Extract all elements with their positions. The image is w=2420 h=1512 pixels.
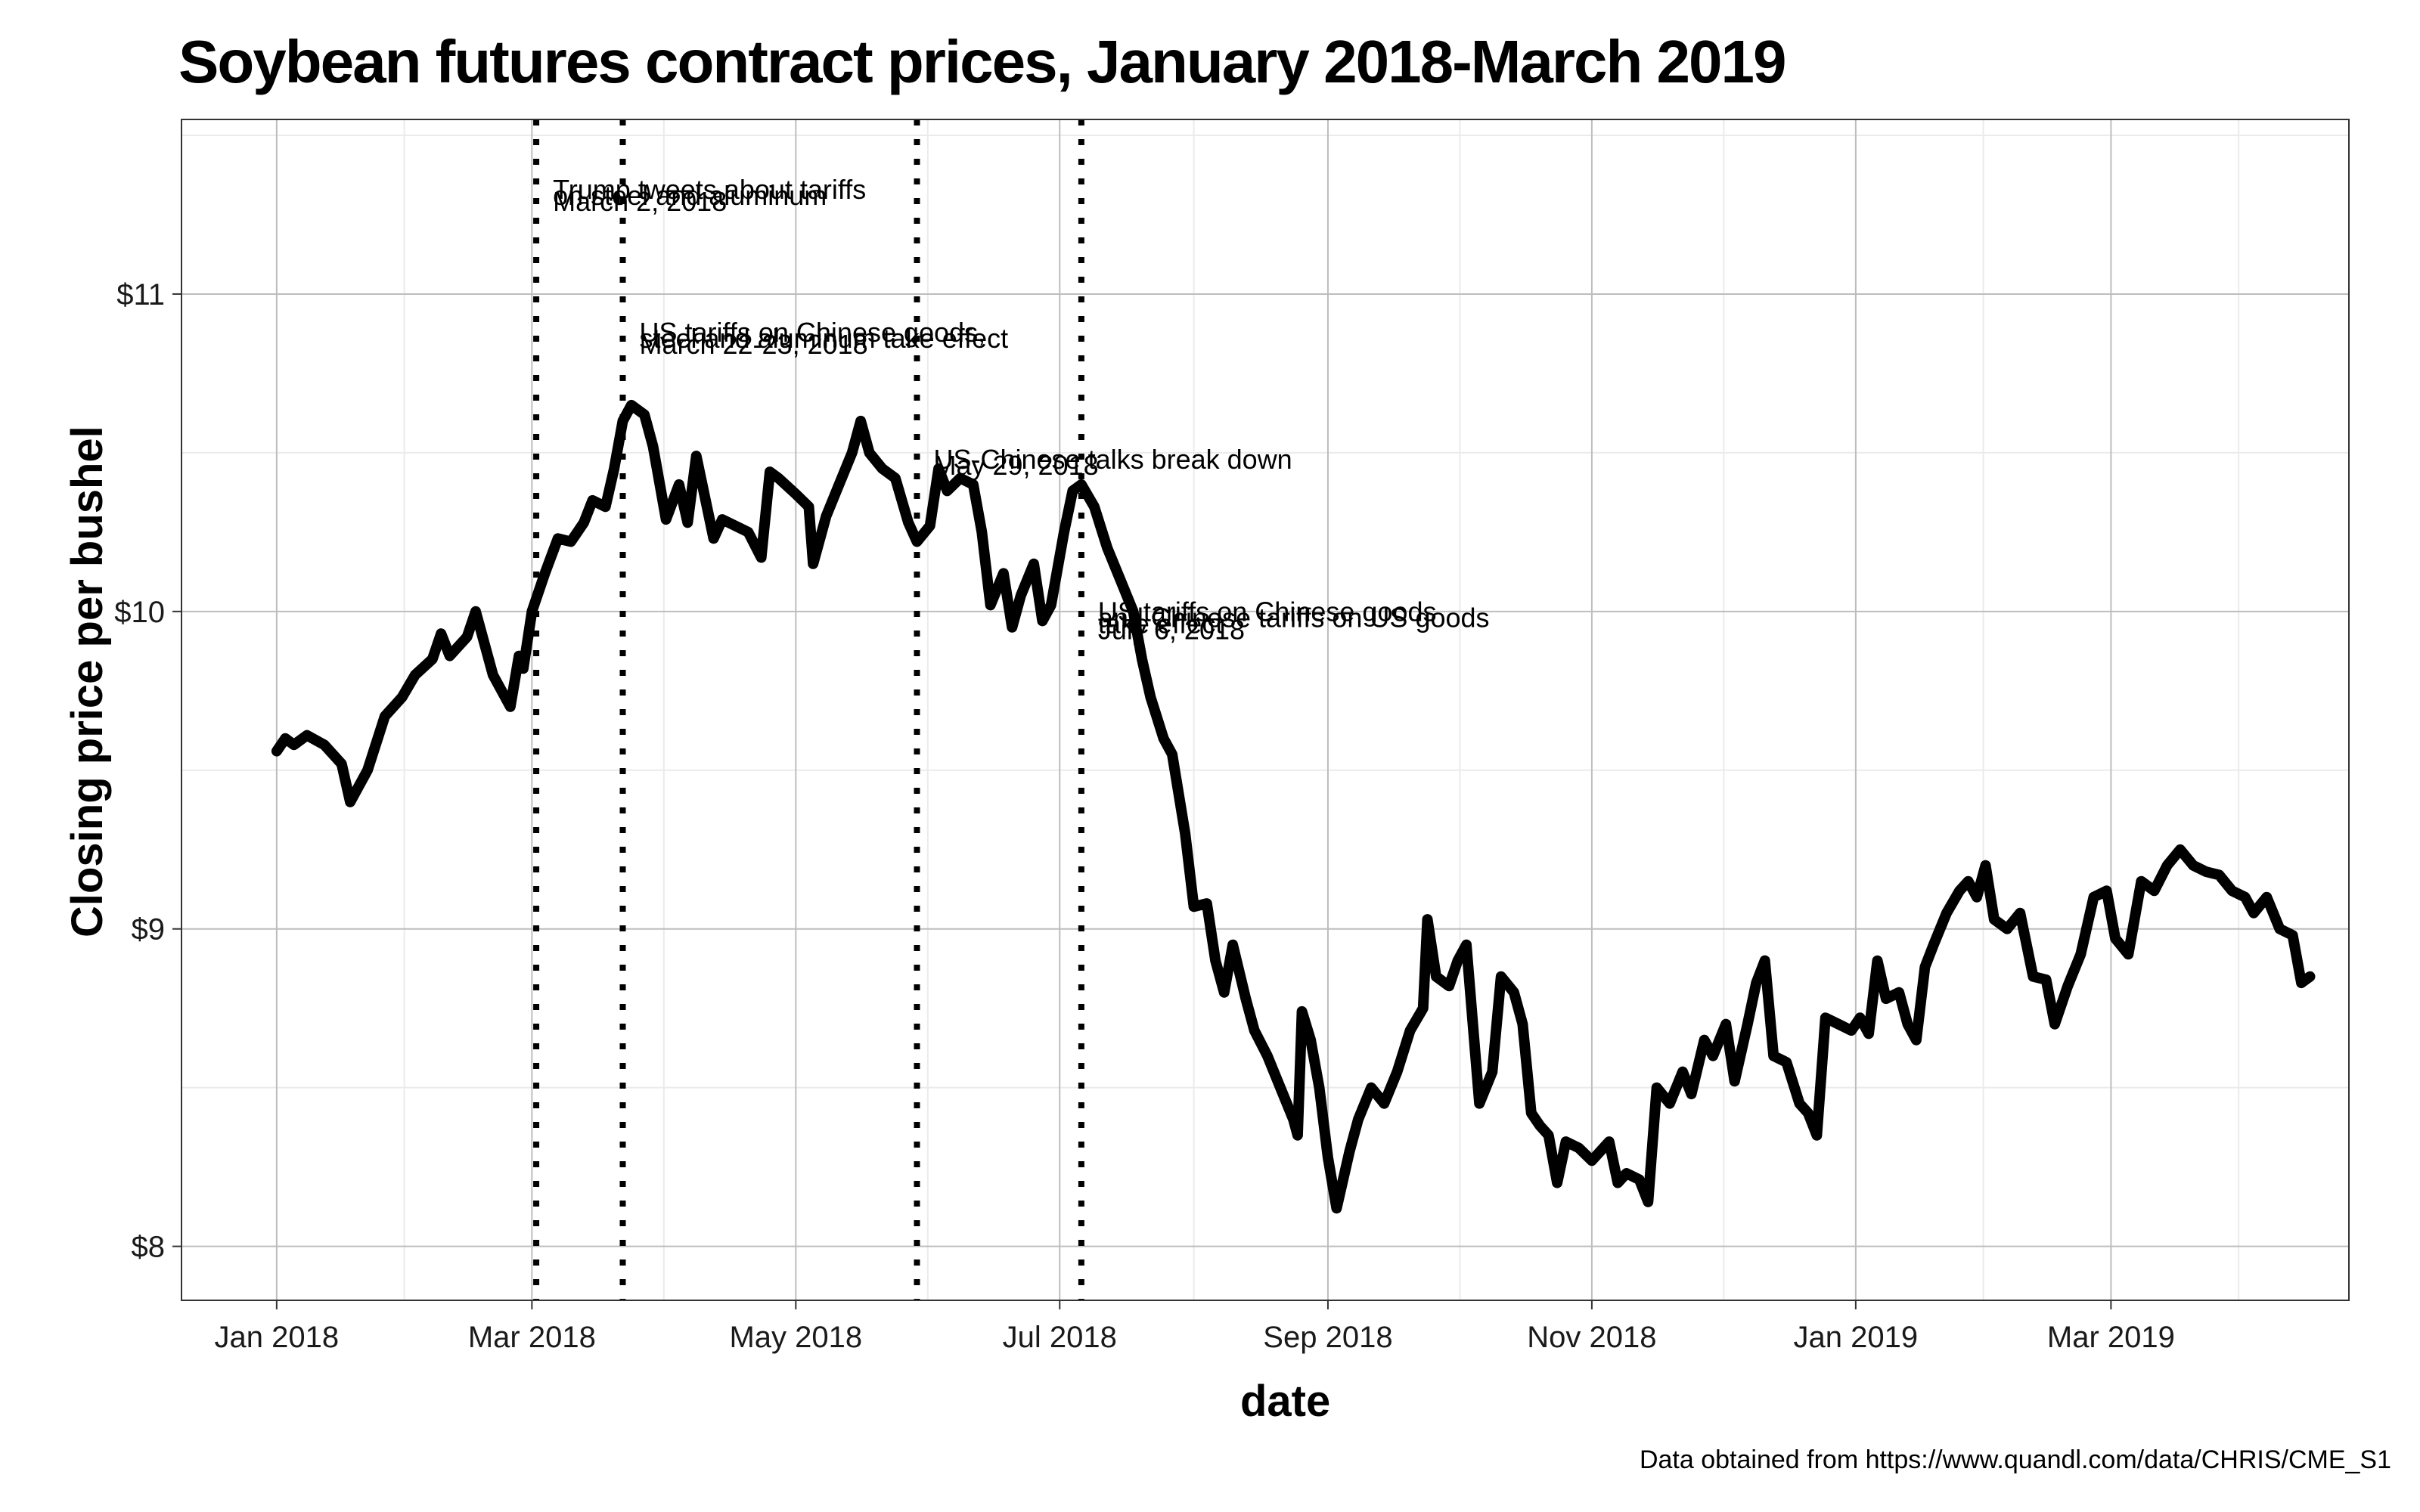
x-tick-label: Jul 2018 xyxy=(1003,1321,1117,1354)
y-tick-label: $11 xyxy=(116,278,165,311)
event-label: on steel and aluminum xyxy=(553,180,827,211)
event-label: March 22-23, 2018 xyxy=(639,329,867,360)
event-lines xyxy=(533,119,1084,1300)
y-axis: $8 $9 $10 $11 xyxy=(114,278,182,1264)
event-label: and Chinese tariffs on US goods xyxy=(1098,602,1490,633)
plot-background xyxy=(182,119,2349,1300)
x-tick-label: Nov 2018 xyxy=(1527,1321,1656,1354)
y-tick-label: $9 xyxy=(132,913,166,947)
event-label: July 6, 2018 xyxy=(1098,614,1245,645)
price-series-line xyxy=(271,399,2316,1214)
x-tick-label: Mar 2019 xyxy=(2047,1321,2175,1354)
y-axis-label: Closing price per bushel xyxy=(63,426,112,937)
event-label: March 2, 2018 xyxy=(553,186,727,217)
x-axis-label: date xyxy=(1240,1377,1331,1426)
minor-gridlines xyxy=(182,119,2349,1300)
major-gridlines xyxy=(182,119,2349,1300)
source-caption: Data obtained from https://www.quandl.co… xyxy=(1639,1445,2391,1474)
event-label: US-Chinese talks break down xyxy=(933,444,1292,475)
event-label: US tariffs on Chinese goods, xyxy=(639,317,985,348)
x-tick-label: Sep 2018 xyxy=(1263,1321,1392,1354)
event-label: May 29, 2018 xyxy=(933,450,1098,481)
x-tick-label: Jan 2019 xyxy=(1794,1321,1919,1354)
chart-title: Soybean futures contract prices, January… xyxy=(178,28,1787,95)
x-tick-label: May 2018 xyxy=(729,1321,862,1354)
event-label: Trump tweets about tariffs xyxy=(553,174,866,205)
y-tick-label: $8 xyxy=(132,1231,166,1264)
x-tick-label: Jan 2018 xyxy=(215,1321,340,1354)
y-tick-label: $10 xyxy=(114,596,165,629)
series-layer xyxy=(271,399,2316,1214)
plot-border xyxy=(181,119,2350,1301)
event-label: steel and aluminum take effect xyxy=(639,323,1008,354)
x-axis: Jan 2018 Mar 2018 May 2018 Jul 2018 Sep 2018… xyxy=(215,1300,2175,1354)
event-label: take effect xyxy=(1098,608,1223,639)
x-tick-label: Mar 2018 xyxy=(468,1321,596,1354)
event-label: US tariffs on Chinese goods xyxy=(1098,596,1437,627)
